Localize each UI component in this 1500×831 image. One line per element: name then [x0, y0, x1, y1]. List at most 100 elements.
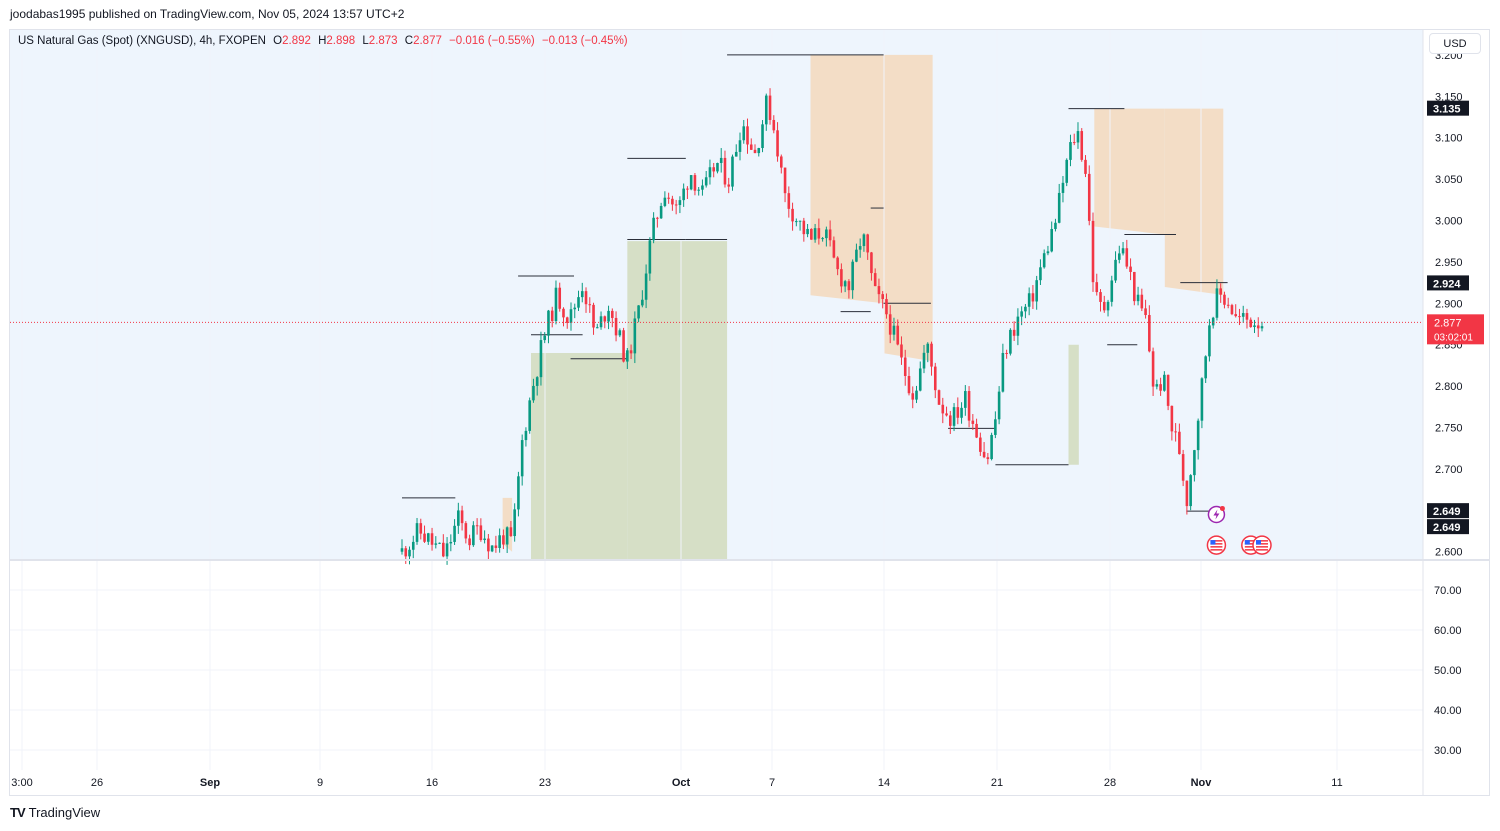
candle-body: [1005, 352, 1008, 354]
candle-body: [982, 451, 986, 458]
candle-body: [836, 257, 839, 270]
high-label: H: [318, 35, 327, 47]
candle-body: [400, 548, 404, 552]
time-axis[interactable]: 3:00 26 Sep 9 16 23 Oct 7 14 21 28 Nov 11: [11, 777, 1342, 789]
us-flag-canton: [1256, 540, 1261, 545]
candle-body: [659, 205, 663, 219]
candle-body: [535, 377, 539, 386]
candle-body: [1009, 329, 1012, 354]
candle-body: [1193, 450, 1196, 476]
close-value: 2.877: [413, 35, 442, 47]
candle-body: [787, 193, 791, 209]
candle: [543, 332, 547, 344]
flash-event-dot: [1219, 505, 1225, 511]
candle: [535, 376, 539, 396]
price-labels: 3.135 2.924 2.877 03:02:01 2.649 2.649: [1427, 100, 1484, 535]
candle: [1024, 303, 1027, 319]
candle-body: [802, 220, 806, 235]
currency-button[interactable]: USD: [1429, 33, 1481, 54]
candle-body: [509, 527, 513, 537]
price-tick-label: 2.750: [1435, 423, 1463, 435]
candle: [419, 518, 423, 540]
candle-body: [1196, 420, 1200, 451]
candle: [475, 518, 479, 535]
candle: [821, 236, 824, 242]
candle: [644, 264, 648, 309]
candle-body: [686, 188, 689, 190]
candle: [704, 170, 708, 188]
time-tick-label: Oct: [672, 777, 691, 789]
price-label-bg: [1427, 275, 1469, 291]
candle-body: [550, 310, 554, 322]
candle: [719, 148, 723, 173]
candle: [400, 539, 404, 555]
symbol-legend[interactable]: US Natural Gas (Spot) (XNGUSD), 4h, FXOP…: [18, 35, 628, 47]
candle: [1260, 321, 1264, 332]
candle: [776, 122, 779, 162]
candle: [449, 534, 453, 552]
candle-body: [468, 538, 471, 546]
candle-body: [697, 189, 700, 191]
candle: [753, 144, 757, 154]
candle: [502, 529, 505, 550]
candle: [1035, 275, 1038, 310]
candle: [708, 159, 712, 185]
price-label: 3.135: [1427, 100, 1469, 116]
tradingview-brand[interactable]: TV TradingView: [10, 805, 100, 820]
candle-body: [877, 286, 881, 295]
candle-body: [449, 541, 453, 544]
price-label-text: 2.924: [1433, 278, 1461, 290]
candle: [716, 162, 719, 174]
candle: [689, 174, 693, 191]
candle: [453, 519, 456, 545]
flash-event-icon: [1207, 505, 1226, 524]
candle: [964, 385, 967, 416]
candle-body: [761, 124, 764, 149]
candle: [1084, 155, 1087, 178]
events-layer[interactable]: [1206, 505, 1272, 555]
levels-layer: [402, 54, 1228, 512]
candle-body: [975, 423, 978, 438]
candle-body: [558, 287, 562, 309]
supply-zone: [1164, 108, 1224, 295]
candle-body: [423, 533, 426, 542]
candle-body: [472, 525, 475, 546]
candle: [780, 154, 783, 174]
candle: [580, 282, 584, 303]
lower-pane-tick-label: 30.00: [1434, 745, 1462, 757]
candle-body: [892, 325, 896, 335]
lower-pane-axis[interactable]: 30.00 40.00 50.00 60.00 70.00: [1434, 585, 1462, 757]
candle: [990, 432, 993, 461]
candle-body: [1200, 378, 1204, 421]
candle-body: [637, 305, 640, 319]
candle-body: [708, 167, 712, 178]
candle-body: [896, 325, 900, 345]
candle-body: [1133, 271, 1136, 302]
candle: [558, 282, 562, 312]
candle-body: [517, 476, 520, 510]
candle-body: [520, 440, 524, 477]
candle-body: [825, 229, 828, 239]
candle: [847, 279, 851, 299]
candle: [1136, 286, 1140, 306]
candle: [573, 303, 577, 319]
candle-body: [1084, 159, 1087, 174]
candle: [584, 287, 588, 313]
candle: [915, 385, 918, 404]
candle: [840, 263, 843, 293]
price-axis[interactable]: 2.6002.6502.7002.7502.8002.8502.9002.950…: [1435, 50, 1463, 559]
candle: [828, 220, 832, 247]
candle-body: [1163, 374, 1166, 391]
candle: [415, 517, 419, 545]
candle: [1204, 355, 1207, 383]
candle: [633, 311, 637, 364]
candle: [1027, 287, 1031, 316]
candle-body: [956, 407, 960, 418]
candle-body: [907, 375, 911, 394]
candle: [960, 402, 963, 424]
candle: [997, 386, 1001, 425]
candle-body: [1001, 352, 1005, 392]
supply-zone: [883, 54, 933, 362]
candle: [532, 378, 535, 403]
